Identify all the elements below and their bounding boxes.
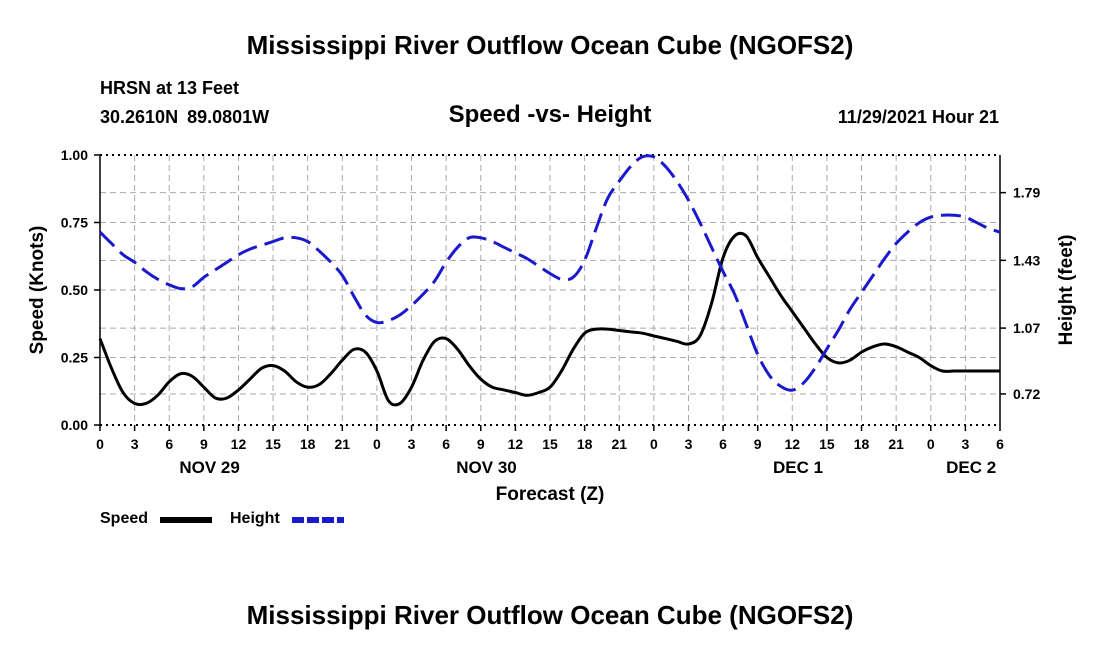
y-tick-label: 1.00 [61,147,88,163]
y-tick-label: 0.00 [61,417,88,433]
x-tick-label: 3 [961,436,969,452]
x-tick-label: 0 [373,436,381,452]
x-tick-label: 6 [165,436,173,452]
y2-axis-title: Height (feet) [1056,235,1077,346]
legend-height-label: Height [230,510,280,527]
chart-subtitle: Speed -vs- Height [448,101,652,128]
x-tick-label: 12 [231,436,247,452]
x-tick-label: 9 [477,436,485,452]
speed-series-line [98,231,1000,407]
x-tick-label: 3 [131,436,139,452]
x-tick-label: 15 [265,436,281,452]
height-series-line [98,154,1001,392]
day-label: DEC 1 [773,458,823,477]
y2-tick-label: 0.72 [1013,386,1040,402]
x-tick-label: 6 [442,436,450,452]
x-tick-label: 15 [819,436,835,452]
station-coordinates: 30.2610N 89.0801W [100,107,270,127]
x-tick-label: 12 [785,436,801,452]
x-tick-label: 9 [754,436,762,452]
x-tick-label: 6 [996,436,1004,452]
x-tick-label: 21 [335,436,351,452]
x-tick-label: 21 [611,436,627,452]
y-tick-label: 0.75 [61,215,88,231]
x-tick-label: 0 [927,436,935,452]
y-axis-title: Speed (Knots) [27,226,48,355]
x-tick-label: 0 [96,436,104,452]
x-tick-label: 18 [854,436,870,452]
day-label: DEC 2 [946,458,996,477]
x-tick-label: 18 [577,436,593,452]
station-name: HRSN at 13 Feet [100,78,240,98]
x-tick-label: 15 [542,436,558,452]
x-tick-label: 12 [508,436,524,452]
x-tick-label: 18 [300,436,316,452]
y2-tick-label: 1.79 [1013,185,1040,201]
y-tick-label: 0.25 [61,350,88,366]
y-tick-label: 0.50 [61,282,88,298]
y2-tick-label: 1.43 [1013,252,1040,268]
footer-title: Mississippi River Outflow Ocean Cube (NG… [246,600,854,630]
x-tick-label: 9 [200,436,208,452]
y2-tick-label: 1.07 [1013,320,1040,336]
x-tick-label: 0 [650,436,658,452]
day-label: NOV 30 [456,458,516,477]
x-tick-label: 6 [719,436,727,452]
legend-speed-label: Speed [100,510,149,527]
day-label: NOV 29 [179,458,239,477]
x-axis-title: Forecast (Z) [496,484,605,505]
x-tick-label: 3 [408,436,416,452]
x-tick-label: 3 [685,436,693,452]
forecast-datetime: 11/29/2021 Hour 21 [837,107,999,127]
main-title: Mississippi River Outflow Ocean Cube (NG… [246,30,854,60]
x-tick-label: 21 [888,436,904,452]
